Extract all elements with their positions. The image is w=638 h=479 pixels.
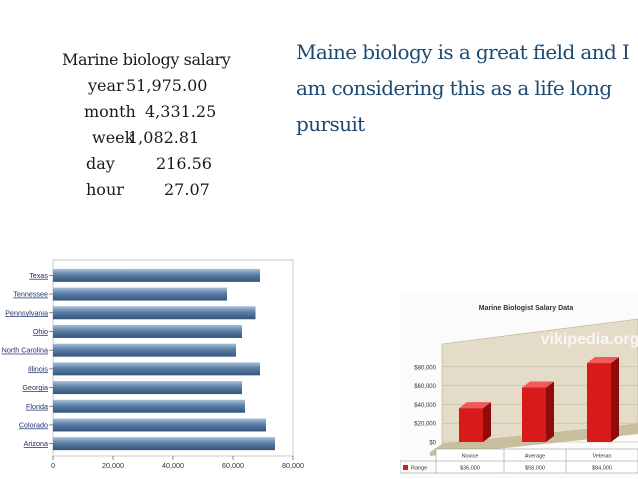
bar	[53, 418, 266, 432]
bar-side	[611, 357, 619, 442]
salary-row-day: day 216.56	[62, 151, 252, 177]
bar-top	[522, 381, 554, 388]
data-label: $58,000	[525, 466, 545, 472]
salary-block: Marine biology salary year 51,975.00 mon…	[62, 47, 252, 203]
legend-swatch	[403, 465, 408, 470]
bar	[53, 306, 256, 320]
y-tick-label: Georgia	[22, 383, 48, 392]
salary-label: day	[86, 154, 115, 173]
y-tick-label: North Carolina	[2, 346, 48, 355]
y-tick-label: $60,000	[414, 384, 436, 390]
salary-row-week: week 1,082.81	[62, 125, 252, 151]
x-tick-label: 0	[51, 461, 55, 470]
y-tick-label: Arizona	[24, 439, 48, 448]
bar	[53, 381, 242, 395]
salary-row-month: month 4,331.25	[62, 99, 252, 125]
x-tick-label: Average	[525, 454, 545, 460]
bar-side	[546, 381, 554, 442]
bar	[53, 399, 245, 413]
salary-label: year	[88, 76, 124, 95]
y-tick-label: Texas	[29, 271, 48, 280]
salary-label: week	[92, 128, 135, 147]
data-label: $84,000	[592, 466, 612, 472]
x-tick-label: 20,000	[102, 461, 124, 470]
bar	[53, 287, 227, 301]
y-tick-label: Colorado	[19, 420, 48, 429]
y-tick-label: $40,000	[414, 403, 436, 409]
salary-row-year: year 51,975.00	[62, 73, 252, 99]
bar	[53, 362, 260, 376]
x-tick-label: 80,000	[282, 461, 304, 470]
x-tick-label: Novice	[462, 454, 479, 460]
y-tick-label: Ohio	[33, 327, 48, 336]
state-salary-bar-chart: Texas Tennessee Pennsylvania Ohio North Caro…	[2, 259, 304, 470]
salary-label: month	[84, 102, 136, 121]
bar-side	[483, 402, 491, 442]
bar	[587, 363, 611, 442]
bar	[53, 343, 236, 357]
y-tick-label: $0	[429, 441, 436, 447]
salary-value: 27.07	[164, 180, 210, 199]
data-label: $36,000	[460, 466, 480, 472]
x-tick-label: 40,000	[162, 461, 184, 470]
salary-row-hour: hour 27.07	[62, 177, 252, 203]
chart-watermark: vikipedia.org	[541, 331, 638, 348]
headline-text: Maine biology is a great field and I am …	[296, 40, 630, 136]
salary-value: 216.56	[156, 154, 212, 173]
salary-value: 51,975.00	[126, 76, 208, 95]
x-tick-label: 60,000	[222, 461, 244, 470]
salary-label: hour	[86, 180, 124, 199]
salary-value: 1,082.81	[128, 128, 200, 147]
y-tick-label: Florida	[26, 402, 48, 411]
y-tick-label: Pennsylvania	[5, 308, 48, 317]
salary-title: Marine biology salary	[62, 50, 231, 69]
bar	[53, 437, 275, 451]
bar	[522, 387, 546, 442]
bar	[459, 408, 483, 442]
salary-range-3d-chart: Marine Biologist Salary Data vikipedia.o…	[400, 292, 638, 479]
bar-top	[587, 357, 619, 364]
salary-value: 4,331.25	[145, 102, 217, 121]
bar-top	[459, 402, 491, 409]
legend-label: Range	[411, 466, 427, 472]
y-tick-label: $80,000	[414, 365, 436, 371]
y-tick-label: Illinois	[28, 364, 48, 373]
bar	[53, 268, 260, 282]
y-tick-label: Tennessee	[13, 290, 48, 299]
chart-title: Marine Biologist Salary Data	[479, 305, 574, 312]
bar	[53, 324, 242, 338]
x-tick-label: Veteran	[593, 454, 612, 460]
y-tick-label: $20,000	[414, 422, 436, 428]
